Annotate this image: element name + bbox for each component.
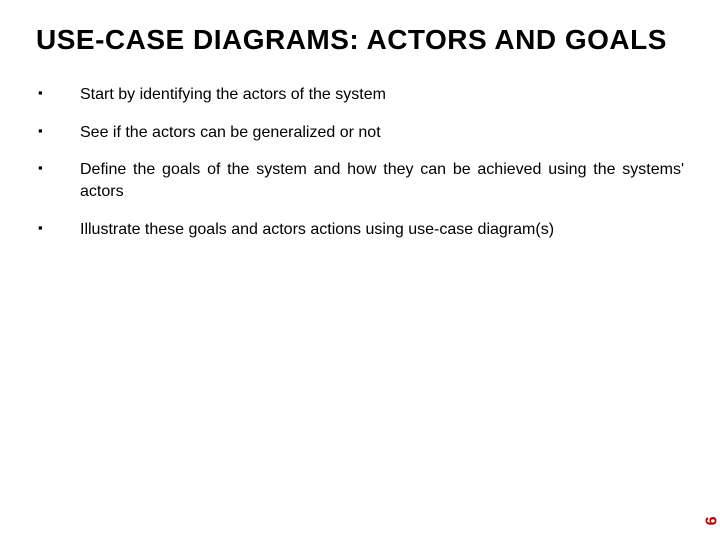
list-item: See if the actors can be generalized or … bbox=[36, 122, 684, 144]
bullet-list: Start by identifying the actors of the s… bbox=[36, 84, 684, 240]
slide: USE-CASE DIAGRAMS: ACTORS AND GOALS Star… bbox=[0, 0, 720, 540]
list-item: Start by identifying the actors of the s… bbox=[36, 84, 684, 106]
page-number: 9 bbox=[701, 517, 719, 526]
slide-title: USE-CASE DIAGRAMS: ACTORS AND GOALS bbox=[36, 24, 684, 56]
list-item: Define the goals of the system and how t… bbox=[36, 159, 684, 202]
list-item: Illustrate these goals and actors action… bbox=[36, 219, 684, 241]
